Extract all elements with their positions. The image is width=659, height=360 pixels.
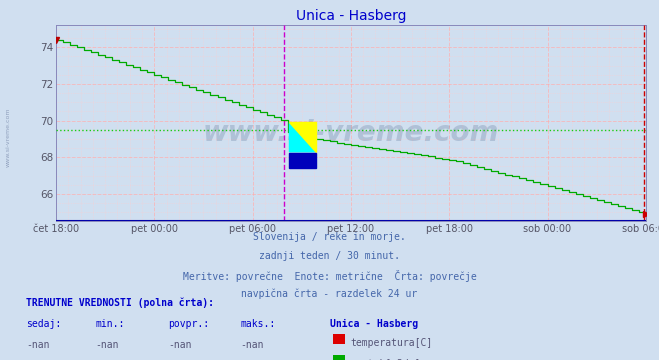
Text: www.si-vreme.com: www.si-vreme.com	[5, 107, 11, 167]
Text: Slovenija / reke in morje.: Slovenija / reke in morje.	[253, 232, 406, 242]
Text: zadnji teden / 30 minut.: zadnji teden / 30 minut.	[259, 251, 400, 261]
Text: maks.:: maks.:	[241, 319, 275, 329]
Text: www.si-vreme.com: www.si-vreme.com	[203, 119, 499, 147]
Polygon shape	[289, 122, 316, 152]
Text: sedaj:: sedaj:	[26, 319, 61, 329]
Text: -nan: -nan	[168, 340, 192, 350]
Text: temperatura[C]: temperatura[C]	[350, 338, 432, 348]
Text: -nan: -nan	[241, 340, 264, 350]
Text: navpična črta - razdelek 24 ur: navpična črta - razdelek 24 ur	[241, 288, 418, 299]
Title: Unica - Hasberg: Unica - Hasberg	[296, 9, 406, 23]
Polygon shape	[289, 122, 316, 152]
Bar	[289, 153, 316, 168]
Text: Unica - Hasberg: Unica - Hasberg	[330, 319, 418, 329]
Text: pretok[m3/s]: pretok[m3/s]	[350, 359, 420, 360]
Text: Meritve: povrečne  Enote: metrične  Črta: povrečje: Meritve: povrečne Enote: metrične Črta: …	[183, 270, 476, 282]
Text: -nan: -nan	[26, 340, 50, 350]
Text: min.:: min.:	[96, 319, 125, 329]
Text: povpr.:: povpr.:	[168, 319, 209, 329]
Text: TRENUTNE VREDNOSTI (polna črta):: TRENUTNE VREDNOSTI (polna črta):	[26, 297, 214, 307]
Text: -nan: -nan	[96, 340, 119, 350]
